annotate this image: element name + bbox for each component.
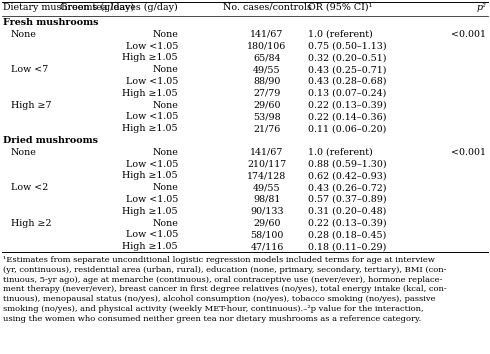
Text: p²: p²: [476, 3, 486, 12]
Text: 0.28 (0.18–0.45): 0.28 (0.18–0.45): [308, 230, 387, 239]
Text: 0.22 (0.14–0.36): 0.22 (0.14–0.36): [308, 113, 387, 121]
Text: Dried mushrooms: Dried mushrooms: [3, 136, 98, 145]
Text: High ≥7: High ≥7: [11, 101, 51, 110]
Text: smoking (no/yes), and physical activity (weekly MET-hour, continuous).–²p value : smoking (no/yes), and physical activity …: [3, 305, 424, 313]
Text: 0.32 (0.20–0.51): 0.32 (0.20–0.51): [308, 53, 387, 62]
Text: 29/60: 29/60: [253, 219, 281, 228]
Text: 0.31 (0.20–0.48): 0.31 (0.20–0.48): [308, 207, 387, 216]
Text: Low <1.05: Low <1.05: [125, 160, 178, 169]
Text: (yr, continuous), residential area (urban, rural), education (none, primary, sec: (yr, continuous), residential area (urba…: [3, 266, 446, 274]
Text: tinuous), menopausal status (no/yes), alcohol consumption (no/yes), tobacco smok: tinuous), menopausal status (no/yes), al…: [3, 295, 436, 303]
Text: using the women who consumed neither green tea nor dietary mushrooms as a refere: using the women who consumed neither gre…: [3, 315, 421, 323]
Text: 1.0 (referent): 1.0 (referent): [308, 30, 373, 39]
Text: 90/133: 90/133: [250, 207, 284, 216]
Text: 174/128: 174/128: [247, 171, 287, 181]
Text: <0.001: <0.001: [451, 148, 486, 157]
Text: 98/81: 98/81: [253, 195, 281, 204]
Text: High ≥1.05: High ≥1.05: [122, 171, 178, 181]
Text: High ≥1.05: High ≥1.05: [122, 242, 178, 251]
Text: ment therapy (never/ever), breast cancer in first degree relatives (no/yes), tot: ment therapy (never/ever), breast cancer…: [3, 285, 447, 293]
Text: None: None: [152, 219, 178, 228]
Text: 0.62 (0.42–0.93): 0.62 (0.42–0.93): [308, 171, 387, 181]
Text: None: None: [152, 148, 178, 157]
Text: High ≥1.05: High ≥1.05: [122, 89, 178, 98]
Text: 0.22 (0.13–0.39): 0.22 (0.13–0.39): [308, 219, 387, 228]
Text: 65/84: 65/84: [253, 53, 281, 62]
Text: tinuous, 5-yr ago), age at menarche (continuous), oral contraceptive use (never/: tinuous, 5-yr ago), age at menarche (con…: [3, 276, 442, 284]
Text: ¹Estimates from separate unconditional logistic regression models included terms: ¹Estimates from separate unconditional l…: [3, 256, 435, 264]
Text: 141/67: 141/67: [250, 148, 284, 157]
Text: None: None: [152, 183, 178, 192]
Text: High ≥1.05: High ≥1.05: [122, 207, 178, 216]
Text: 47/116: 47/116: [250, 242, 284, 251]
Text: 53/98: 53/98: [253, 113, 281, 121]
Text: High ≥1.05: High ≥1.05: [122, 124, 178, 133]
Text: 29/60: 29/60: [253, 101, 281, 110]
Text: 0.57 (0.37–0.89): 0.57 (0.37–0.89): [308, 195, 387, 204]
Text: 0.88 (0.59–1.30): 0.88 (0.59–1.30): [308, 160, 387, 169]
Text: Low <1.05: Low <1.05: [125, 230, 178, 239]
Text: 1.0 (referent): 1.0 (referent): [308, 148, 373, 157]
Text: OR (95% CI)¹: OR (95% CI)¹: [308, 3, 372, 12]
Text: No. cases/controls: No. cases/controls: [222, 3, 312, 12]
Text: 0.75 (0.50–1.13): 0.75 (0.50–1.13): [308, 42, 387, 51]
Text: 49/55: 49/55: [253, 65, 281, 74]
Text: 180/106: 180/106: [247, 42, 287, 51]
Text: Low <2: Low <2: [11, 183, 48, 192]
Text: 0.18 (0.11–0.29): 0.18 (0.11–0.29): [308, 242, 387, 251]
Text: 0.11 (0.06–0.20): 0.11 (0.06–0.20): [308, 124, 387, 133]
Text: High ≥1.05: High ≥1.05: [122, 53, 178, 62]
Text: 49/55: 49/55: [253, 183, 281, 192]
Text: None: None: [11, 30, 37, 39]
Text: High ≥2: High ≥2: [11, 219, 51, 228]
Text: 0.43 (0.26–0.72): 0.43 (0.26–0.72): [308, 183, 387, 192]
Text: Dietary mushrooms (g/day): Dietary mushrooms (g/day): [3, 3, 134, 12]
Text: Low <1.05: Low <1.05: [125, 113, 178, 121]
Text: Low <1.05: Low <1.05: [125, 77, 178, 86]
Text: Fresh mushrooms: Fresh mushrooms: [3, 18, 98, 27]
Text: Green tea leaves (g/day): Green tea leaves (g/day): [60, 3, 178, 12]
Text: 0.22 (0.13–0.39): 0.22 (0.13–0.39): [308, 101, 387, 110]
Text: Low <1.05: Low <1.05: [125, 195, 178, 204]
Text: Low <7: Low <7: [11, 65, 48, 74]
Text: Low <1.05: Low <1.05: [125, 42, 178, 51]
Text: None: None: [152, 101, 178, 110]
Text: <0.001: <0.001: [451, 30, 486, 39]
Text: 210/117: 210/117: [247, 160, 287, 169]
Text: 141/67: 141/67: [250, 30, 284, 39]
Text: 27/79: 27/79: [253, 89, 281, 98]
Text: 21/76: 21/76: [253, 124, 281, 133]
Text: 0.43 (0.25–0.71): 0.43 (0.25–0.71): [308, 65, 387, 74]
Text: None: None: [11, 148, 37, 157]
Text: 58/100: 58/100: [250, 230, 284, 239]
Text: 0.13 (0.07–0.24): 0.13 (0.07–0.24): [308, 89, 387, 98]
Text: None: None: [152, 65, 178, 74]
Text: 88/90: 88/90: [253, 77, 281, 86]
Text: None: None: [152, 30, 178, 39]
Text: 0.43 (0.28–0.68): 0.43 (0.28–0.68): [308, 77, 387, 86]
